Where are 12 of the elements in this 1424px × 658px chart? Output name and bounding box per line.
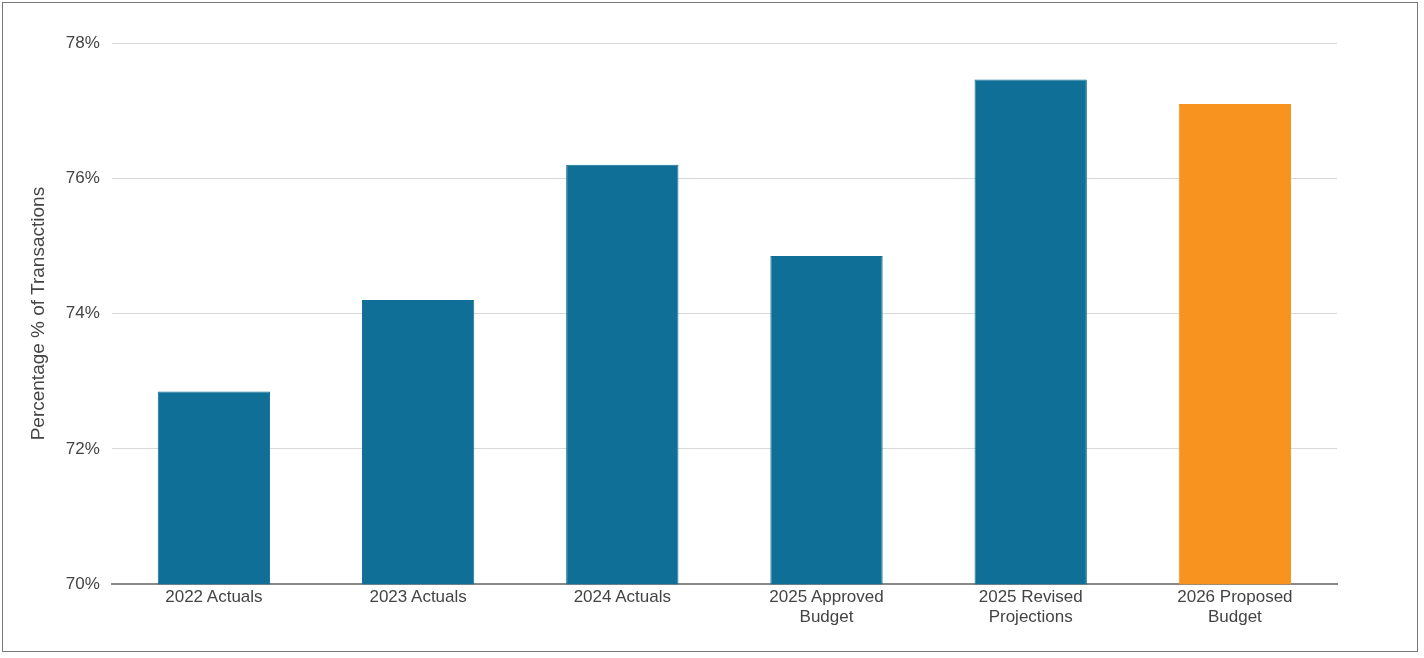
y-tick-label: 70% (65, 573, 100, 593)
y-tick-label: 72% (65, 438, 100, 458)
y-tick-label: 74% (65, 303, 100, 323)
x-tick-label: 2025 Approved Budget (769, 587, 884, 627)
y-tick-label: 76% (65, 167, 100, 187)
y-axis-title: Percentage % of Transactions (26, 186, 48, 441)
x-tick-label: 2022 Actuals (165, 587, 263, 607)
y-tick-label: 78% (65, 32, 100, 52)
x-tick-label: 2025 Revised Projections (978, 587, 1083, 627)
x-tick-label: 2023 Actuals (369, 587, 467, 607)
x-tick-label: 2024 Actuals (573, 587, 671, 607)
x-tick-label: 2026 Proposed Budget (1177, 587, 1293, 627)
